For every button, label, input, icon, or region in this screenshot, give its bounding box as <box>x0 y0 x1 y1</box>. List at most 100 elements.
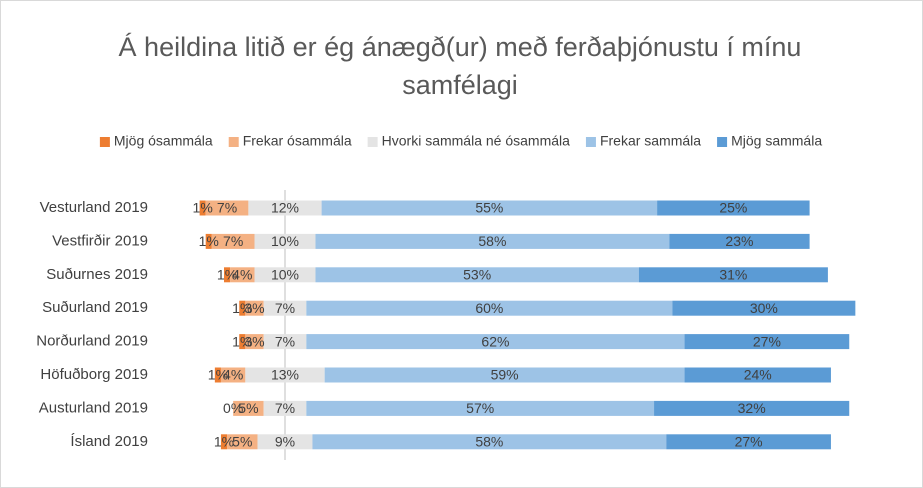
data-label: 1% <box>217 267 237 283</box>
data-label: 5% <box>238 400 258 416</box>
data-label: 53% <box>463 267 491 283</box>
bar-segment <box>672 300 856 316</box>
data-label: 4% <box>232 267 252 283</box>
bar-segment <box>669 233 810 249</box>
bar-segment <box>321 200 658 216</box>
bar-segment <box>312 434 667 450</box>
data-label: 7% <box>275 300 295 316</box>
bar-segment <box>214 367 221 383</box>
bar-segment <box>205 200 249 216</box>
bar-segment <box>306 300 673 316</box>
data-label: 59% <box>491 367 519 383</box>
bar-segment <box>245 334 264 350</box>
data-label: 1% <box>232 333 252 349</box>
data-label: 1% <box>193 200 213 216</box>
data-label: 31% <box>719 267 747 283</box>
legend-swatch <box>367 137 378 147</box>
data-label: 62% <box>481 333 509 349</box>
data-label: 1% <box>232 300 252 316</box>
legend-swatch <box>717 137 728 147</box>
legend-swatch <box>99 137 110 147</box>
data-label: 9% <box>275 434 295 450</box>
data-label: 5% <box>232 434 252 450</box>
bar-segment <box>306 400 655 416</box>
legend-label: Frekar ósammála <box>243 133 352 149</box>
legend-label: Frekar sammála <box>600 133 701 149</box>
data-label: 7% <box>275 400 295 416</box>
data-label: 3% <box>244 300 264 316</box>
bar-segment <box>638 267 828 283</box>
category-label: Vesturland 2019 <box>40 199 148 216</box>
data-label: 27% <box>735 434 763 450</box>
data-label: 10% <box>271 267 299 283</box>
data-label: 23% <box>725 233 753 249</box>
data-label: 1% <box>199 233 219 249</box>
bar-segment <box>666 434 831 450</box>
data-label: 7% <box>223 233 243 249</box>
bar-segment <box>684 334 850 350</box>
category-label: Suðurnes 2019 <box>46 266 148 283</box>
category-label: Suðurland 2019 <box>42 299 148 316</box>
data-label: 58% <box>475 434 503 450</box>
bar-segment <box>315 233 670 249</box>
bar-segment <box>211 233 255 249</box>
bar-segment <box>254 233 316 249</box>
data-label: 55% <box>475 200 503 216</box>
data-label: 25% <box>719 200 747 216</box>
category-label: Austurland 2019 <box>39 399 148 416</box>
bar-segment <box>657 200 810 216</box>
data-label: 0% <box>223 400 243 416</box>
data-label: 7% <box>217 200 237 216</box>
data-label: 7% <box>275 333 295 349</box>
bar-segment <box>315 267 639 283</box>
data-label: 27% <box>753 333 781 349</box>
legend-label: Mjög ósammála <box>114 133 213 149</box>
bar-segment <box>263 300 307 316</box>
data-label: 4% <box>223 367 243 383</box>
data-label: 24% <box>744 367 772 383</box>
legend-swatch <box>228 137 239 147</box>
legend-swatch <box>585 137 596 147</box>
bar-segment <box>199 200 206 216</box>
bar-segment <box>224 267 231 283</box>
data-label: 1% <box>214 434 234 450</box>
bar-segment <box>227 434 258 450</box>
data-label: 58% <box>478 233 506 249</box>
bar-segment <box>220 367 246 383</box>
bar-segment <box>205 233 212 249</box>
bar-segment <box>257 434 313 450</box>
bar-segment <box>220 434 228 450</box>
bar-segment <box>233 400 264 416</box>
legend: Mjög ósammála Frekar ósammála Hvorki sammá… <box>99 133 822 149</box>
data-label: 57% <box>466 400 494 416</box>
bar-segment <box>245 367 325 383</box>
bar-segment <box>654 400 850 416</box>
data-label: 60% <box>475 300 503 316</box>
bar-segment <box>248 200 322 216</box>
data-label: 13% <box>271 367 299 383</box>
bar-segment <box>306 334 685 350</box>
data-label: 12% <box>271 200 299 216</box>
category-label: Norðurland 2019 <box>36 333 148 350</box>
category-label: Ísland 2019 <box>70 433 148 450</box>
bar-segment <box>684 367 831 383</box>
bar-segment <box>239 334 246 350</box>
legend-label: Mjög sammála <box>731 133 822 149</box>
legend-label: Hvorki sammála né ósammála <box>382 133 570 149</box>
data-label: 10% <box>271 233 299 249</box>
data-label: 30% <box>750 300 778 316</box>
bar-segment <box>263 334 307 350</box>
bar-segment <box>263 400 307 416</box>
bar-segment <box>230 267 255 283</box>
data-label: 32% <box>738 400 766 416</box>
bar-segment <box>324 367 685 383</box>
data-label: 1% <box>208 367 228 383</box>
bar-segment <box>254 267 316 283</box>
category-label: Vestfirðir 2019 <box>52 232 148 249</box>
category-label: Höfuðborg 2019 <box>40 366 148 383</box>
chart-title: Á heildina litið er ég ánægð(ur) með fer… <box>118 32 802 100</box>
data-label: 3% <box>244 333 264 349</box>
bar-segment <box>239 300 246 316</box>
bar-segment <box>245 300 264 316</box>
